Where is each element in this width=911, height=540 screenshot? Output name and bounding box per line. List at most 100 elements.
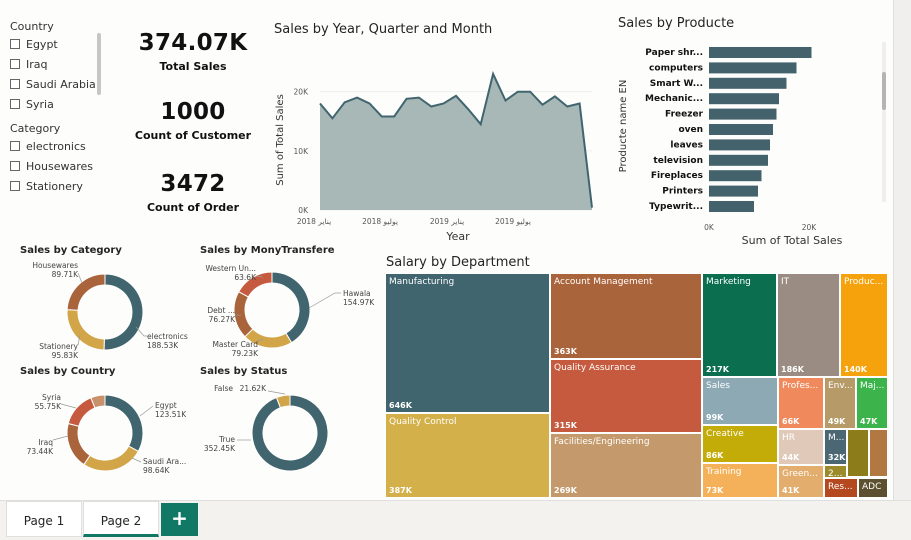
treemap-cell-value: 66K bbox=[782, 417, 800, 426]
x-axis-label: Year bbox=[445, 230, 470, 243]
country-option-egypt[interactable]: Egypt bbox=[10, 38, 58, 51]
checkbox-icon[interactable] bbox=[10, 161, 20, 171]
donut-slice bbox=[238, 271, 273, 298]
leader-line bbox=[308, 292, 341, 309]
checkbox-icon[interactable] bbox=[10, 59, 20, 69]
country-option-syria[interactable]: Syria bbox=[10, 98, 54, 111]
treemap-cell[interactable]: Env... 49K bbox=[824, 377, 856, 429]
treemap-cell-name: Creative bbox=[706, 429, 744, 439]
slice-label: False bbox=[214, 384, 233, 393]
slice-value: 76.27K bbox=[209, 315, 236, 324]
country-slicer-scrollbar[interactable] bbox=[97, 33, 101, 95]
kpi-label: Total Sales bbox=[159, 60, 227, 73]
treemap-cell[interactable] bbox=[869, 429, 888, 477]
treemap-cell-value: 41K bbox=[782, 486, 800, 495]
donut-slice bbox=[103, 273, 144, 351]
y-axis-label: Sum of Total Sales bbox=[275, 94, 286, 186]
bar-chart-scroll-track bbox=[882, 42, 886, 202]
treemap-cell[interactable]: Marketing 217K bbox=[702, 273, 777, 377]
leader-line bbox=[52, 435, 69, 441]
bar bbox=[709, 154, 768, 166]
treemap-cell-value: 73K bbox=[706, 486, 724, 495]
category-label: Paper shr... bbox=[645, 48, 703, 58]
treemap-cell-value: 49K bbox=[828, 417, 846, 426]
country-option-iraq[interactable]: Iraq bbox=[10, 58, 48, 71]
category-option-housewares[interactable]: Housewares bbox=[10, 160, 93, 173]
treemap-cell[interactable]: M... 32K bbox=[824, 429, 847, 465]
treemap-cell[interactable]: ADC bbox=[858, 478, 888, 498]
slice-label: Saudi Ara... bbox=[143, 457, 186, 466]
tab-page-2[interactable]: Page 2 bbox=[83, 501, 159, 537]
checkbox-icon[interactable] bbox=[10, 99, 20, 109]
treemap-cell-name: Training bbox=[706, 467, 742, 477]
slicer-item-label: Egypt bbox=[26, 38, 58, 51]
donut-slice bbox=[275, 394, 291, 409]
treemap-cell-name: Maj... bbox=[860, 381, 885, 391]
country-option-saudi-arabia[interactable]: Saudi Arabia bbox=[10, 78, 96, 91]
treemap-cell-name: Sales bbox=[706, 381, 730, 391]
treemap-cell[interactable]: Res... bbox=[824, 478, 858, 498]
slicer-item-label: Iraq bbox=[26, 58, 48, 71]
add-page-button[interactable]: + bbox=[161, 503, 198, 536]
kpi-count-order: 3472 Count of Order bbox=[123, 171, 263, 214]
sales-area-chart[interactable]: 0K 10K 20K 2018 يناير 2018 يوليو 2019 يناير 20… bbox=[270, 40, 600, 245]
kpi-count-customer: 1000 Count of Customer bbox=[123, 99, 263, 142]
slice-label: Master Card bbox=[212, 340, 258, 349]
treemap-cell-value: 315K bbox=[554, 421, 577, 430]
category-option-stationery[interactable]: Stationery bbox=[10, 180, 83, 193]
treemap-cell[interactable]: Maj... 47K bbox=[856, 377, 888, 429]
treemap-cell[interactable]: Quality Assurance 315K bbox=[550, 359, 702, 433]
donut-slice bbox=[66, 273, 106, 311]
treemap-cell[interactable]: Creative 86K bbox=[702, 425, 778, 463]
checkbox-icon[interactable] bbox=[10, 141, 20, 151]
area-chart-title: Sales by Year, Quarter and Month bbox=[274, 22, 493, 37]
treemap-cell[interactable]: HR 44K bbox=[778, 429, 824, 465]
treemap-title: Salary by Department bbox=[386, 255, 530, 270]
treemap-cell[interactable]: Training 73K bbox=[702, 463, 778, 498]
treemap-cell[interactable]: Green... 41K bbox=[778, 465, 824, 498]
slicer-item-label: electronics bbox=[26, 140, 86, 153]
treemap-cell-name: Account Management bbox=[554, 277, 653, 287]
treemap-cell[interactable]: Produc... 140K bbox=[840, 273, 888, 377]
checkbox-icon[interactable] bbox=[10, 181, 20, 191]
slice-value: 79.23K bbox=[232, 349, 259, 358]
kpi-value: 3472 bbox=[160, 171, 226, 197]
page-tab-bar: Page 1 Page 2 + bbox=[0, 500, 911, 537]
category-option-electronics[interactable]: electronics bbox=[10, 140, 86, 153]
bar bbox=[709, 93, 779, 105]
treemap-cell[interactable]: Account Management 363K bbox=[550, 273, 702, 359]
category-label: Printers bbox=[662, 187, 703, 197]
treemap-cell[interactable]: Profes... 66K bbox=[778, 377, 824, 429]
treemap-cell[interactable] bbox=[847, 429, 869, 477]
checkbox-icon[interactable] bbox=[10, 39, 20, 49]
x-tick-label: 2019 يناير bbox=[430, 217, 464, 226]
x-tick-label: 2018 يوليو bbox=[362, 217, 398, 226]
treemap-cell[interactable]: IT 186K bbox=[777, 273, 840, 377]
treemap-cell[interactable]: Manufacturing 646K bbox=[385, 273, 550, 413]
slicer-item-label: Saudi Arabia bbox=[26, 78, 96, 91]
y-tick-label: 10K bbox=[294, 147, 310, 156]
slice-value: 55.75K bbox=[35, 402, 62, 411]
slice-label: Stationery bbox=[39, 342, 78, 351]
tab-page-1[interactable]: Page 1 bbox=[6, 501, 82, 537]
area-fill bbox=[320, 73, 592, 211]
treemap-cell-value: 217K bbox=[706, 365, 729, 374]
treemap-cell[interactable]: 2... bbox=[824, 465, 847, 478]
treemap-cell[interactable]: Facilities/Engineering 269K bbox=[550, 433, 702, 498]
treemap-cell[interactable]: Quality Control 387K bbox=[385, 413, 550, 498]
slice-label: Western Un... bbox=[205, 264, 256, 273]
salary-treemap[interactable]: Manufacturing 646K Quality Control 387K Acco… bbox=[385, 273, 888, 498]
checkbox-icon[interactable] bbox=[10, 79, 20, 89]
treemap-cell-name: ADC bbox=[862, 482, 882, 492]
treemap-cell[interactable]: Sales 99K bbox=[702, 377, 778, 425]
donut-slice bbox=[271, 271, 311, 344]
canvas-vertical-scrollbar[interactable] bbox=[893, 0, 911, 500]
sales-product-chart[interactable]: Paper shr... computers Smart W... Mechanic.… bbox=[612, 36, 892, 248]
kpi-value: 374.07K bbox=[138, 30, 248, 56]
category-label: television bbox=[653, 156, 703, 166]
category-label: Smart W... bbox=[650, 79, 703, 89]
